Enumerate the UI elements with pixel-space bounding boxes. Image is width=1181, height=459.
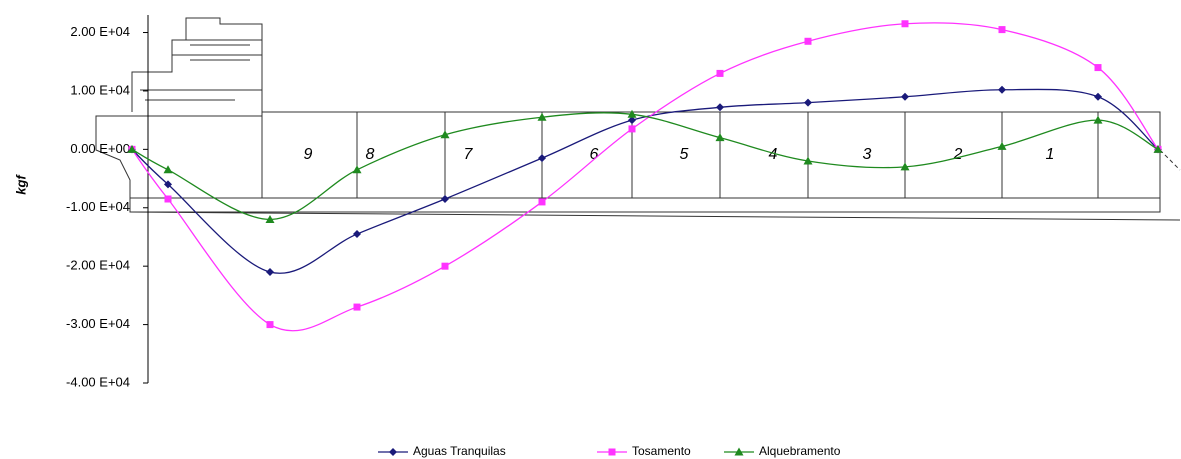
marker	[538, 154, 546, 163]
marker	[353, 303, 361, 311]
marker	[998, 85, 1006, 94]
marker	[538, 198, 546, 206]
marker	[164, 195, 172, 203]
marker	[901, 20, 909, 28]
hold-number: 8	[366, 146, 375, 163]
y-tick-label: 1.00 E+04	[70, 82, 130, 97]
marker	[441, 195, 449, 203]
marker	[353, 230, 361, 239]
y-tick-label: 2.00 E+04	[70, 24, 130, 39]
marker	[265, 214, 275, 223]
marker	[164, 180, 172, 189]
y-tick-label: 0.00 E+00	[70, 141, 130, 156]
y-tick-label: -3.00 E+04	[66, 316, 130, 331]
marker	[900, 162, 910, 171]
marker	[628, 116, 636, 125]
marker	[537, 112, 547, 121]
marker	[804, 98, 812, 107]
marker	[803, 156, 813, 165]
hold-number: 3	[863, 146, 872, 163]
marker	[997, 141, 1007, 150]
marker	[804, 37, 812, 45]
marker	[389, 448, 397, 456]
y-tick-label: -2.00 E+04	[66, 258, 130, 273]
hold-number: 7	[464, 146, 474, 163]
hold-number: 1	[1046, 146, 1055, 163]
marker	[352, 165, 362, 174]
legend-label: Aguas Tranquilas	[413, 444, 506, 458]
hold-number: 5	[680, 146, 689, 163]
hold-number: 4	[769, 146, 778, 163]
marker	[1094, 92, 1102, 101]
y-axis-label: kgf	[13, 174, 28, 195]
marker	[608, 448, 616, 456]
hold-number: 6	[590, 146, 599, 163]
hold-number: 2	[953, 146, 963, 163]
marker	[998, 26, 1006, 34]
y-tick-label: -1.00 E+04	[66, 199, 130, 214]
marker	[901, 92, 909, 101]
marker	[627, 109, 637, 118]
legend-label: Tosamento	[632, 444, 691, 458]
y-tick-label: -4.00 E+04	[66, 374, 130, 389]
ship-outline	[95, 17, 1181, 221]
marker	[127, 144, 137, 153]
marker	[1094, 64, 1102, 72]
series-line	[131, 112, 1159, 221]
marker	[716, 69, 724, 77]
marker	[734, 447, 744, 456]
marker	[716, 103, 724, 112]
marker	[628, 125, 636, 133]
marker	[266, 321, 274, 329]
marker	[715, 133, 725, 142]
marker	[266, 268, 274, 277]
legend: Aguas Tranquilas Tosamento Alquebramento	[378, 444, 841, 458]
series-line	[131, 22, 1159, 332]
marker	[440, 130, 450, 139]
hold-number: 9	[304, 146, 313, 163]
legend-label: Alquebramento	[759, 444, 841, 458]
marker	[1153, 144, 1163, 153]
marker	[1093, 115, 1103, 124]
marker	[163, 165, 173, 174]
marker	[441, 262, 449, 270]
